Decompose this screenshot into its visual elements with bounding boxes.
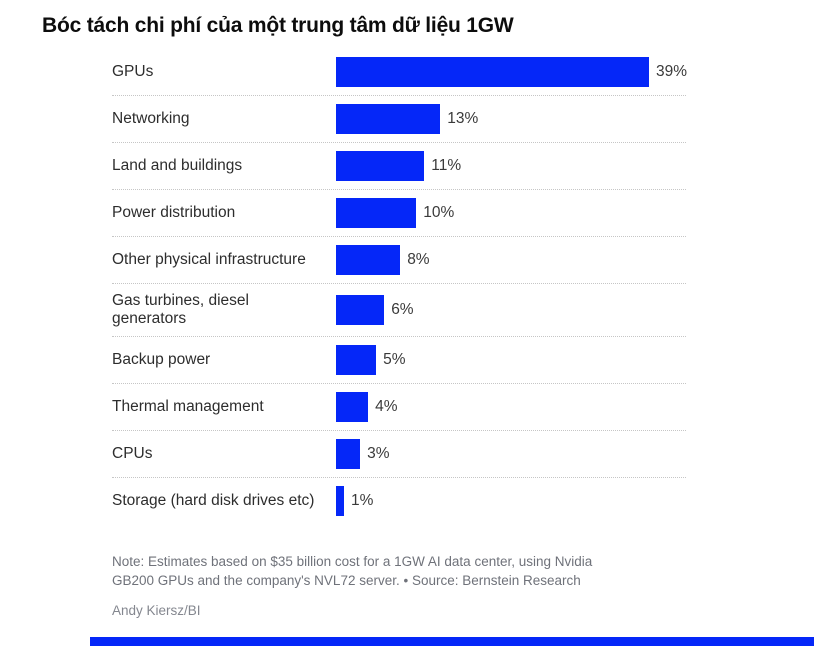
chart-credit: Andy Kiersz/BI (112, 603, 201, 618)
category-label: Gas turbines, diesel generators (112, 292, 249, 327)
bar-track: 11% (336, 151, 686, 181)
category-label: Other physical infrastructure (112, 251, 306, 268)
category-label: Thermal management (112, 398, 264, 415)
bar-track: 10% (336, 198, 686, 228)
bar-track: 3% (336, 439, 686, 469)
category-label: Backup power (112, 351, 211, 368)
bar (336, 439, 361, 469)
chart-row: Backup power 5% (112, 337, 686, 384)
note-line-2: GB200 GPUs and the company's NVL72 serve… (112, 573, 581, 588)
value-label: 3% (367, 445, 390, 462)
footer-accent-bar (90, 637, 814, 646)
category-label: Power distribution (112, 204, 236, 221)
bar (336, 104, 441, 134)
bar-track: 1% (336, 486, 686, 516)
bar (336, 392, 369, 422)
chart-row: CPUs 3% (112, 431, 686, 478)
bar-track: 8% (336, 245, 686, 275)
chart-row: Power distribution 10% (112, 190, 686, 237)
chart-row: Thermal management 4% (112, 384, 686, 431)
bar-track: 5% (336, 345, 686, 375)
bar (336, 345, 377, 375)
chart-row: Gas turbines, diesel generators 6% (112, 284, 686, 337)
bar-track: 39% (336, 57, 687, 87)
bar-chart: GPUs 39% Networking 13% Land and buildings 11… (112, 49, 687, 524)
bar (336, 245, 401, 275)
chart-row: Other physical infrastructure 8% (112, 237, 686, 284)
category-label: Land and buildings (112, 157, 243, 174)
value-label: 11% (431, 157, 462, 174)
bar-track: 6% (336, 295, 686, 325)
bar-track: 4% (336, 392, 686, 422)
bar (336, 295, 385, 325)
chart-row: Land and buildings 11% (112, 143, 686, 190)
chart-row: Storage (hard disk drives etc) 1% (112, 478, 686, 524)
value-label: 8% (407, 251, 430, 268)
bar-track: 13% (336, 104, 686, 134)
note-line-1: Note: Estimates based on $35 billion cos… (112, 554, 593, 569)
chart-note: Note: Estimates based on $35 billion cos… (112, 552, 592, 590)
bar (336, 151, 425, 181)
value-label: 1% (351, 492, 374, 509)
category-label: GPUs (112, 63, 154, 80)
bar (336, 486, 344, 516)
value-label: 39% (656, 63, 688, 80)
category-label: Networking (112, 110, 190, 127)
chart-row: GPUs 39% (112, 49, 687, 96)
bar (336, 198, 417, 228)
category-label: Storage (hard disk drives etc) (112, 492, 315, 509)
value-label: 5% (383, 351, 406, 368)
category-label: CPUs (112, 445, 153, 462)
value-label: 6% (391, 301, 414, 318)
value-label: 4% (375, 398, 398, 415)
value-label: 13% (447, 110, 479, 127)
bar (336, 57, 649, 87)
value-label: 10% (423, 204, 455, 221)
chart-title: Bóc tách chi phí của một trung tâm dữ li… (42, 14, 514, 37)
chart-row: Networking 13% (112, 96, 686, 143)
